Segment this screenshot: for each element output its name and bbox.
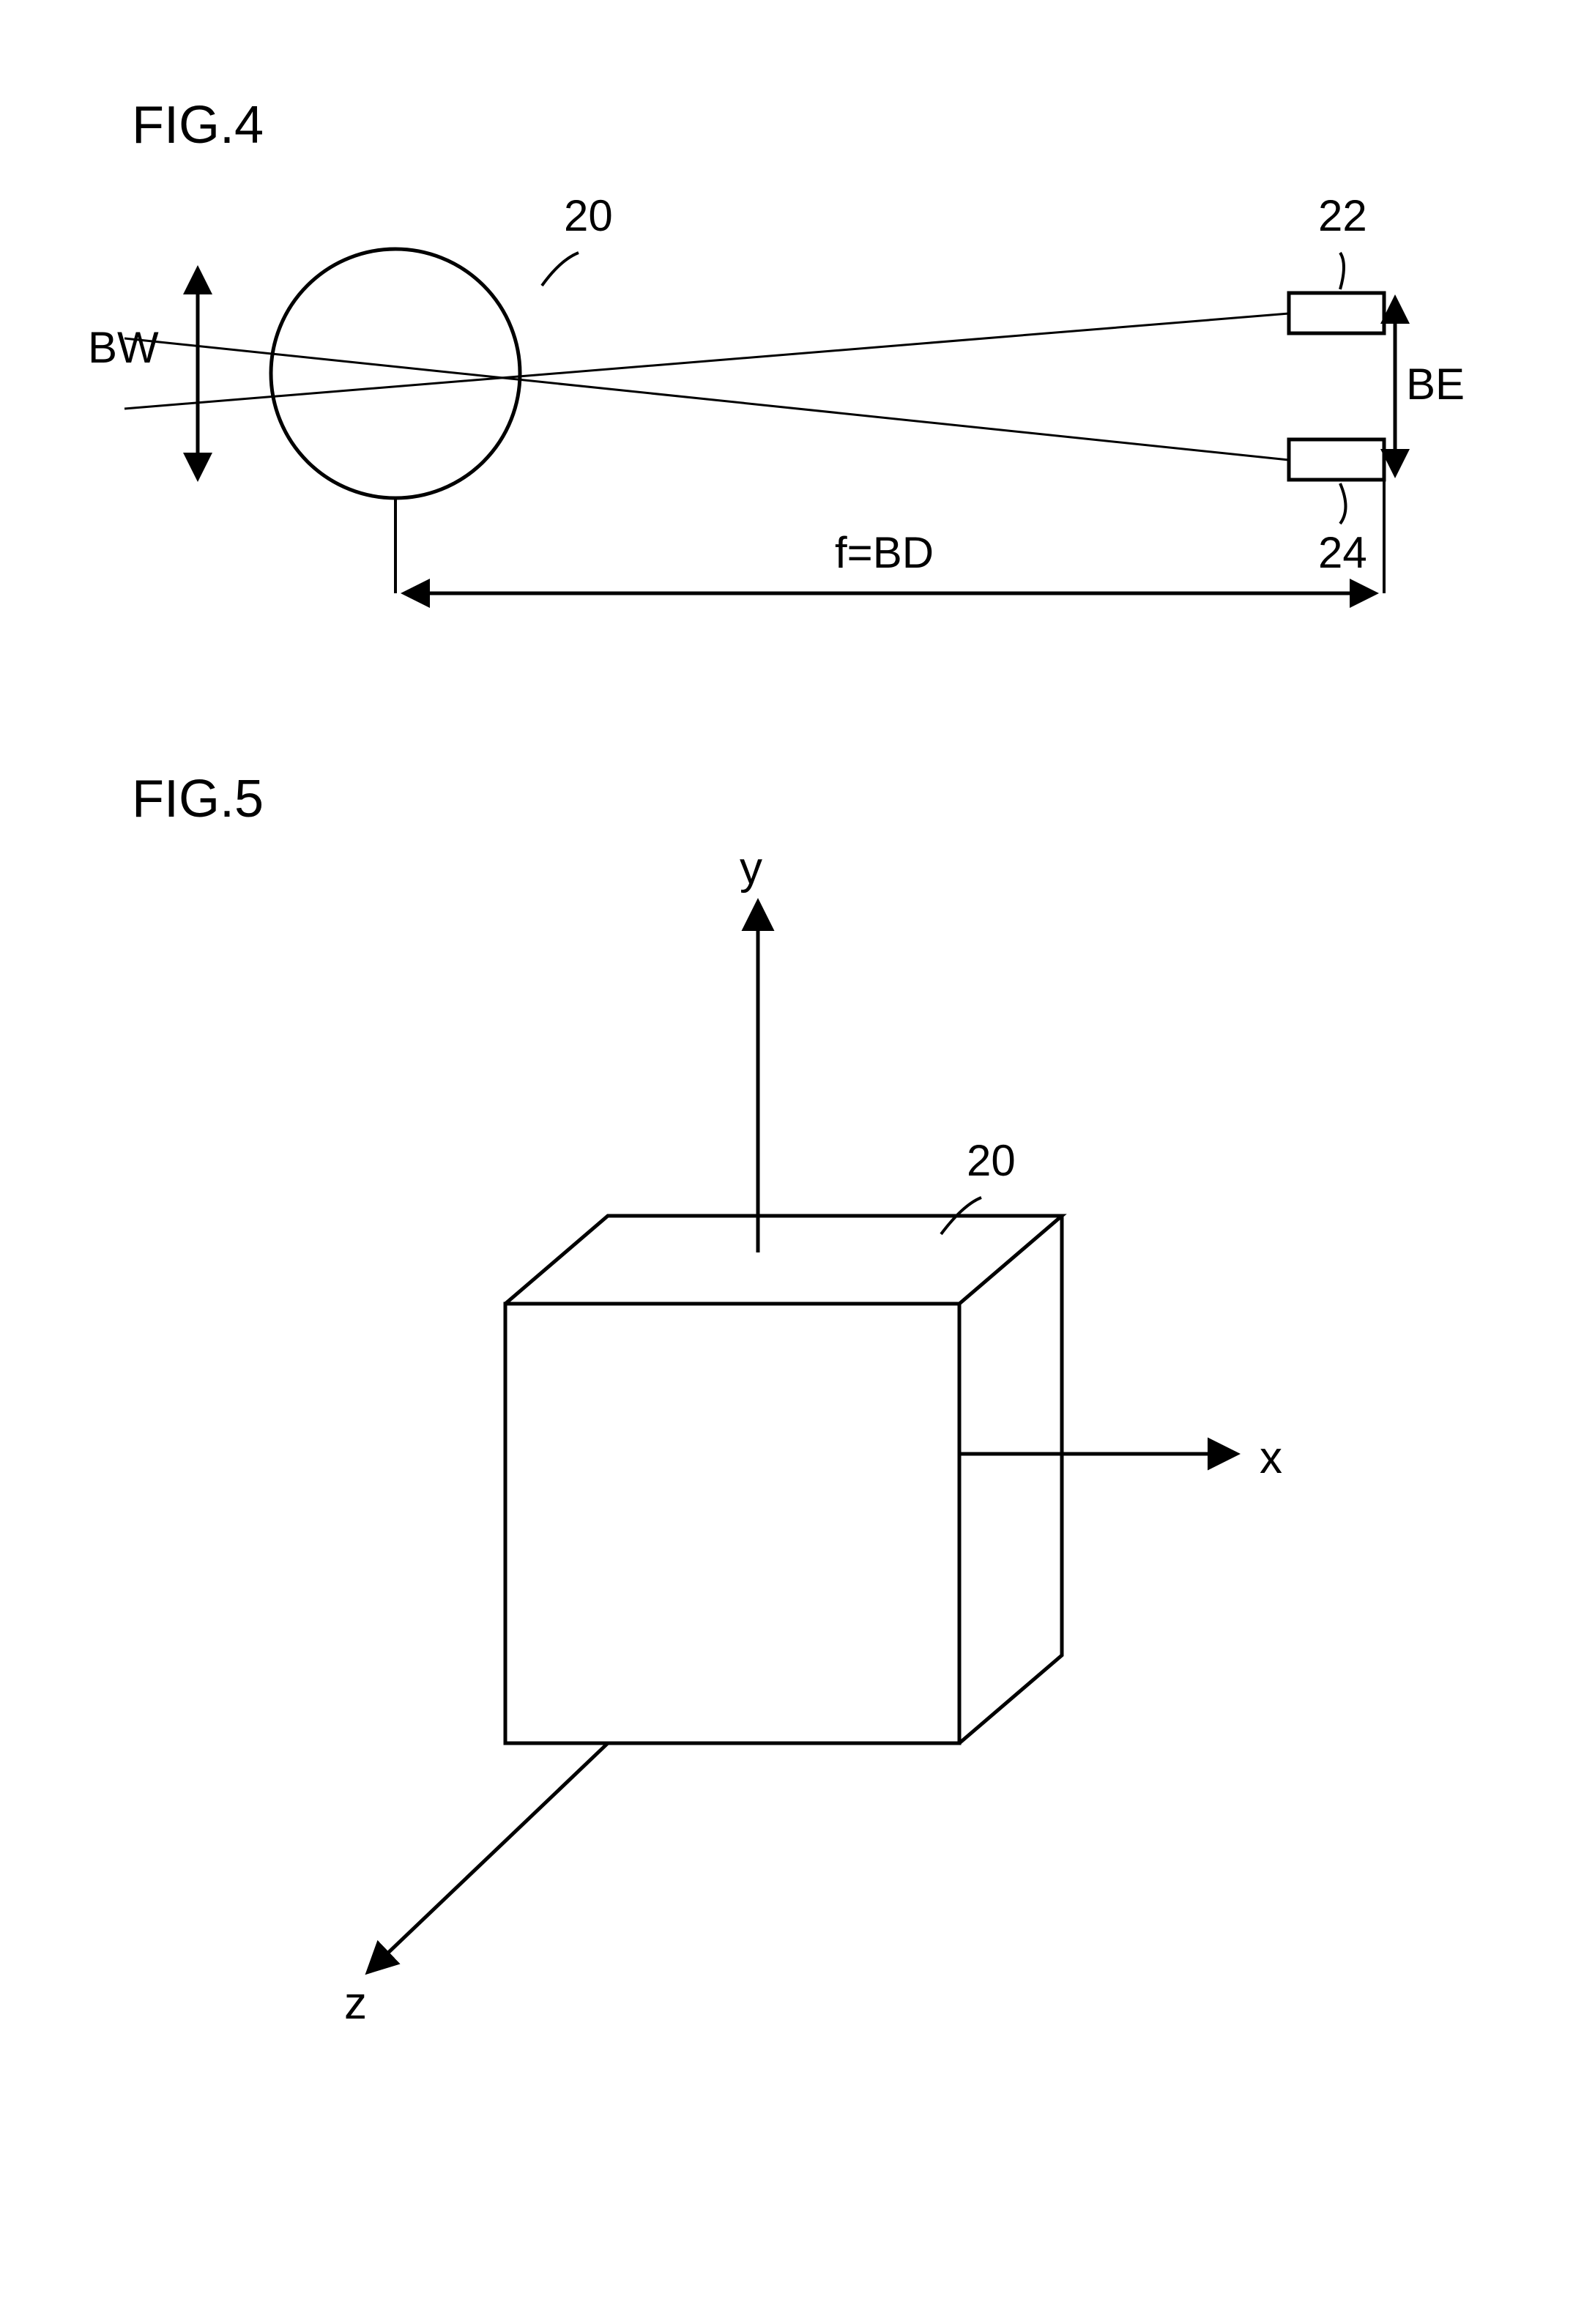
fig5-axis-z	[370, 1743, 608, 1970]
fig5-cube-front	[505, 1304, 959, 1743]
fig5-label-20: 20	[967, 1135, 1016, 1186]
fig5-label-y: y	[740, 842, 762, 894]
fig5-cube-right	[959, 1216, 1062, 1743]
fig5-diagram	[0, 0, 1584, 2324]
fig5-label-z: z	[344, 1978, 367, 2030]
fig5-label-x: x	[1260, 1432, 1282, 1484]
fig5-cube-top	[505, 1216, 1062, 1304]
